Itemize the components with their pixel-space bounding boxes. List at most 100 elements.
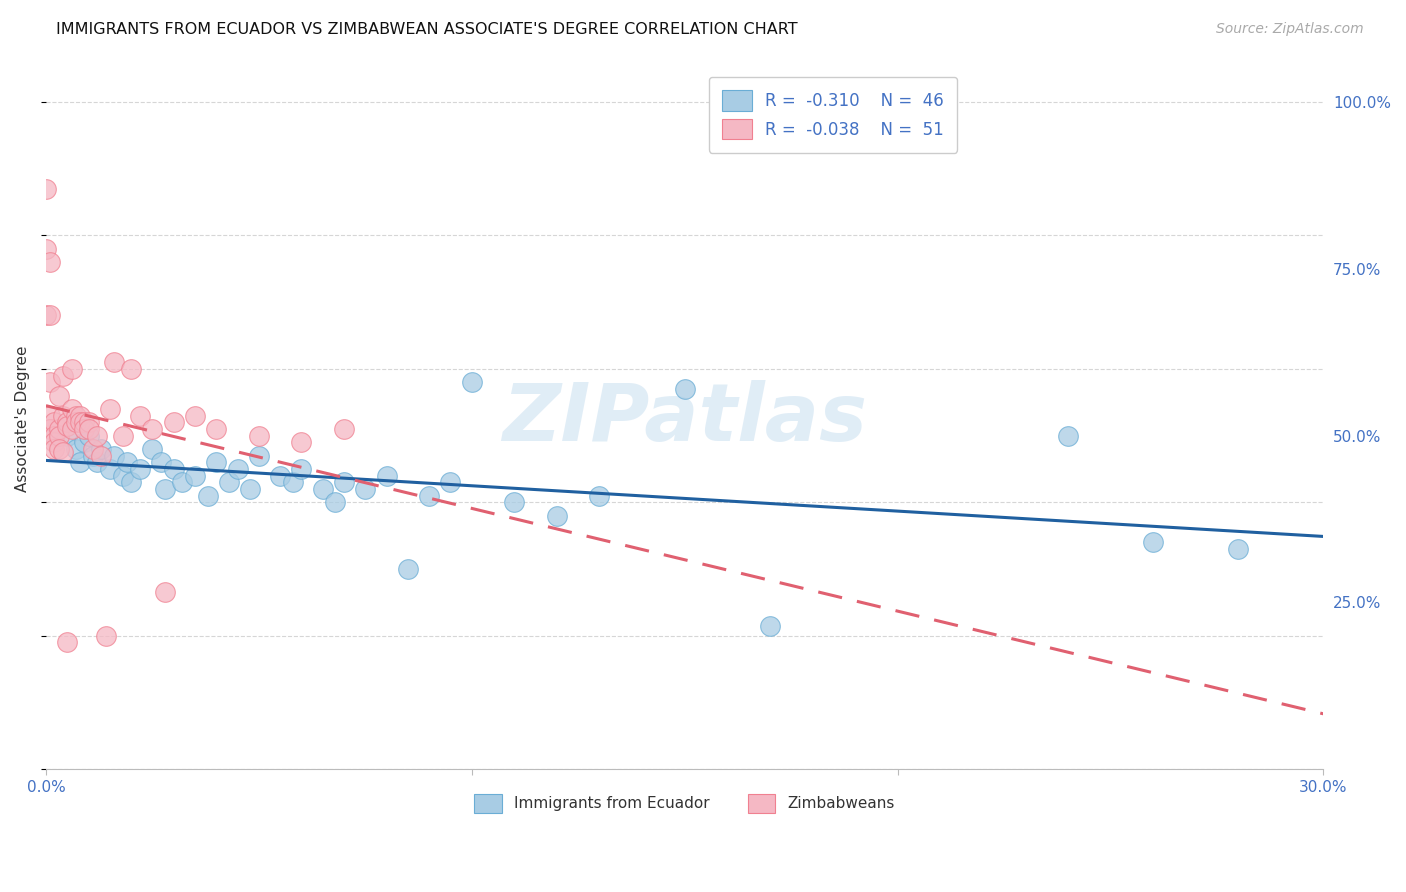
Point xyxy=(56,415,79,429)
Point xyxy=(218,475,240,490)
Point xyxy=(281,475,304,490)
Point xyxy=(354,482,377,496)
Point xyxy=(82,442,104,456)
Point xyxy=(52,368,75,383)
Point xyxy=(503,495,526,509)
Point xyxy=(239,482,262,496)
Point xyxy=(39,422,62,436)
Point xyxy=(396,562,419,576)
Point xyxy=(35,242,58,256)
Point xyxy=(418,489,440,503)
Point xyxy=(77,422,100,436)
Point xyxy=(128,409,150,423)
Point xyxy=(163,462,186,476)
Point xyxy=(94,629,117,643)
Point xyxy=(205,422,228,436)
Point xyxy=(673,382,696,396)
Point xyxy=(172,475,194,490)
Point xyxy=(184,468,207,483)
Point xyxy=(111,428,134,442)
Point xyxy=(52,445,75,459)
Point xyxy=(52,409,75,423)
Point xyxy=(205,455,228,469)
Point xyxy=(60,422,83,436)
Point xyxy=(312,482,335,496)
Point xyxy=(48,428,70,442)
Point xyxy=(1142,535,1164,549)
Point xyxy=(56,418,79,433)
Point xyxy=(546,508,568,523)
Point xyxy=(115,455,138,469)
Point xyxy=(86,455,108,469)
Point xyxy=(77,428,100,442)
Legend: Immigrants from Ecuador, Zimbabweans: Immigrants from Ecuador, Zimbabweans xyxy=(463,781,907,825)
Point xyxy=(333,475,356,490)
Point xyxy=(120,475,142,490)
Point xyxy=(69,415,91,429)
Point xyxy=(375,468,398,483)
Point xyxy=(39,375,62,389)
Point xyxy=(269,468,291,483)
Point xyxy=(73,415,96,429)
Point xyxy=(588,489,610,503)
Point xyxy=(247,449,270,463)
Y-axis label: Associate's Degree: Associate's Degree xyxy=(15,346,30,492)
Point xyxy=(65,415,87,429)
Point xyxy=(120,362,142,376)
Point xyxy=(128,462,150,476)
Point xyxy=(184,409,207,423)
Point xyxy=(48,442,70,456)
Point xyxy=(333,422,356,436)
Point xyxy=(44,415,66,429)
Point xyxy=(141,422,163,436)
Point xyxy=(65,442,87,456)
Point xyxy=(69,409,91,423)
Point xyxy=(39,409,62,423)
Point xyxy=(56,635,79,649)
Point xyxy=(325,495,347,509)
Point xyxy=(73,422,96,436)
Point xyxy=(56,428,79,442)
Point xyxy=(439,475,461,490)
Point xyxy=(226,462,249,476)
Point xyxy=(44,428,66,442)
Point xyxy=(60,401,83,416)
Point xyxy=(39,255,62,269)
Point xyxy=(103,355,125,369)
Point xyxy=(153,482,176,496)
Point xyxy=(86,428,108,442)
Text: Source: ZipAtlas.com: Source: ZipAtlas.com xyxy=(1216,22,1364,37)
Point xyxy=(39,422,62,436)
Point xyxy=(44,435,66,450)
Point xyxy=(35,309,58,323)
Point xyxy=(141,442,163,456)
Point xyxy=(39,309,62,323)
Point xyxy=(77,415,100,429)
Point xyxy=(48,388,70,402)
Point xyxy=(48,422,70,436)
Point xyxy=(69,455,91,469)
Point xyxy=(73,435,96,450)
Point xyxy=(461,375,484,389)
Point xyxy=(98,462,121,476)
Point xyxy=(247,428,270,442)
Point xyxy=(290,462,312,476)
Point xyxy=(65,409,87,423)
Point xyxy=(758,619,780,633)
Text: IMMIGRANTS FROM ECUADOR VS ZIMBABWEAN ASSOCIATE'S DEGREE CORRELATION CHART: IMMIGRANTS FROM ECUADOR VS ZIMBABWEAN AS… xyxy=(56,22,797,37)
Point xyxy=(149,455,172,469)
Point xyxy=(82,449,104,463)
Point xyxy=(90,442,112,456)
Point xyxy=(163,415,186,429)
Point xyxy=(1056,428,1078,442)
Point xyxy=(35,181,58,195)
Point xyxy=(153,585,176,599)
Point xyxy=(197,489,219,503)
Text: ZIPatlas: ZIPatlas xyxy=(502,380,868,458)
Point xyxy=(1227,542,1250,557)
Point xyxy=(290,435,312,450)
Point xyxy=(111,468,134,483)
Point xyxy=(90,449,112,463)
Point xyxy=(44,442,66,456)
Point xyxy=(60,362,83,376)
